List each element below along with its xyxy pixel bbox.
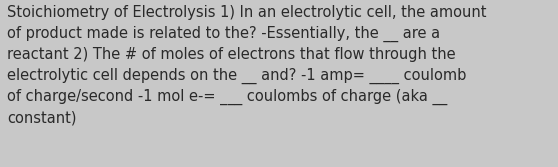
Text: Stoichiometry of Electrolysis 1) In an electrolytic cell, the amount
of product : Stoichiometry of Electrolysis 1) In an e… (7, 5, 487, 126)
